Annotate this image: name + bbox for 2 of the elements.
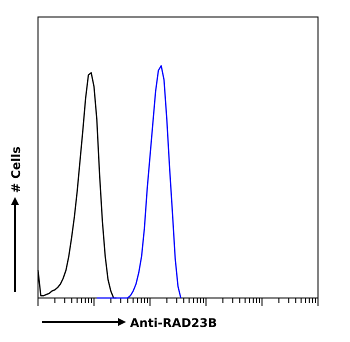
y-axis-title: # Cells bbox=[9, 146, 23, 193]
x-axis-title: Anti-RAD23B bbox=[130, 316, 217, 330]
